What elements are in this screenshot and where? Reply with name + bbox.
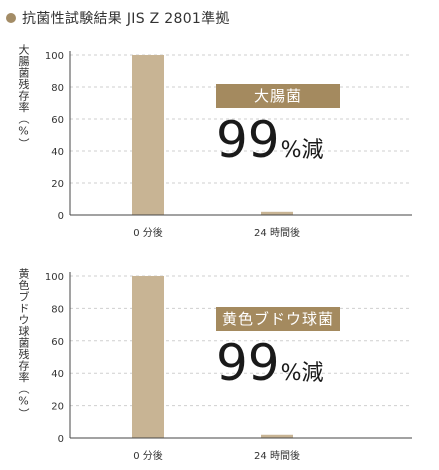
y-tick-label: 60: [51, 337, 64, 348]
bacteria-badge: 大腸菌: [216, 84, 340, 108]
reduction-text: 99 % 減: [216, 337, 324, 389]
y-axis-label: 黄色ブドウ球菌残存率（%）: [17, 268, 30, 420]
y-tick-label: 60: [51, 115, 64, 126]
chart-e-coli: 0 20 40 60 80 100 0 分後 24 時間後 大腸菌残存率（%） 大腸菌 99 …: [17, 44, 412, 239]
y-tick-label: 80: [51, 304, 64, 315]
y-tick-label: 80: [51, 83, 64, 94]
reduction-unit: %: [280, 138, 302, 163]
bacteria-badge: 黄色ブドウ球菌: [216, 307, 340, 331]
bar: [261, 434, 293, 438]
y-tick-label: 0: [58, 434, 64, 445]
chart-e-coli-plot: 0 20 40 60 80 100 0 分後 24 時間後: [45, 51, 412, 239]
reduction-word: 減: [301, 138, 324, 163]
y-tick-label: 100: [45, 51, 64, 62]
reduction-unit: %: [280, 361, 302, 386]
bar: [132, 55, 164, 215]
header: 抗菌性試験結果 JIS Z 2801準拠: [6, 8, 230, 28]
reduction-word: 減: [301, 361, 324, 386]
bar: [261, 211, 293, 215]
page-title: 抗菌性試験結果 JIS Z 2801準拠: [22, 11, 230, 27]
y-tick-label: 100: [45, 272, 64, 283]
x-tick-label: 24 時間後: [254, 226, 300, 239]
reduction-value: 99: [216, 111, 280, 169]
x-tick-label: 24 時間後: [254, 449, 300, 462]
x-tick-label: 0 分後: [133, 449, 163, 462]
y-tick-label: 40: [51, 369, 64, 380]
y-tick-label: 20: [51, 402, 64, 413]
x-tick-label: 0 分後: [133, 226, 163, 239]
y-tick-label: 40: [51, 147, 64, 158]
bar: [132, 276, 164, 438]
bullet-icon: [6, 13, 16, 23]
y-tick-label: 0: [58, 211, 64, 222]
reduction-text: 99 % 減: [216, 114, 324, 166]
y-tick-label: 20: [51, 179, 64, 190]
y-axis-label: 大腸菌残存率（%）: [17, 44, 30, 150]
reduction-value: 99: [216, 334, 280, 392]
